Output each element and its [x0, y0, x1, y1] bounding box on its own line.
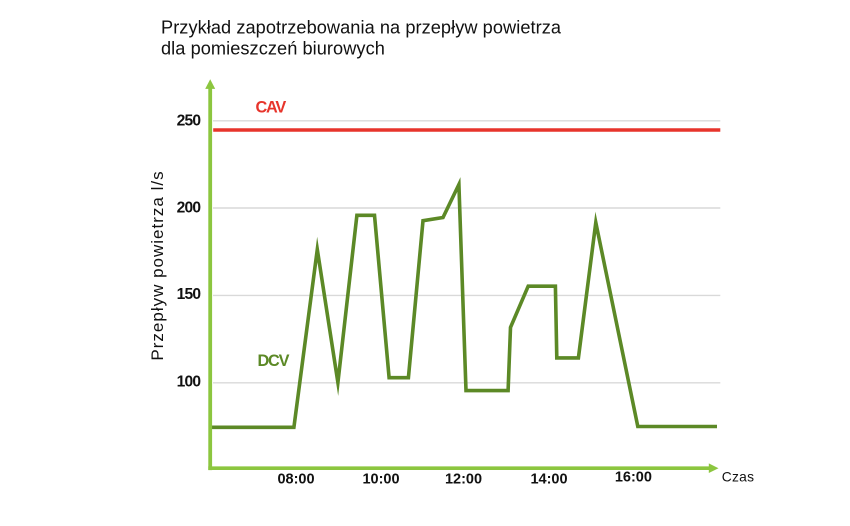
- svg-text:150: 150: [177, 286, 202, 303]
- svg-text:10:00: 10:00: [362, 472, 399, 488]
- svg-text:16:00: 16:00: [615, 470, 652, 486]
- svg-text:14:00: 14:00: [530, 472, 567, 488]
- svg-text:DCV: DCV: [258, 352, 290, 370]
- svg-text:100: 100: [177, 373, 202, 390]
- svg-text:250: 250: [177, 112, 202, 129]
- svg-text:Przepływ powietrza l/s: Przepływ powietrza l/s: [148, 170, 167, 360]
- svg-text:12:00: 12:00: [445, 472, 482, 488]
- svg-text:CAV: CAV: [256, 98, 287, 116]
- svg-text:08:00: 08:00: [277, 472, 314, 488]
- svg-text:dla pomieszczeń biurowych: dla pomieszczeń biurowych: [161, 39, 385, 59]
- svg-text:Przykład zapotrzebowania na pr: Przykład zapotrzebowania na przepływ pow…: [161, 17, 562, 37]
- svg-text:Czas: Czas: [722, 470, 754, 485]
- svg-text:200: 200: [177, 199, 202, 216]
